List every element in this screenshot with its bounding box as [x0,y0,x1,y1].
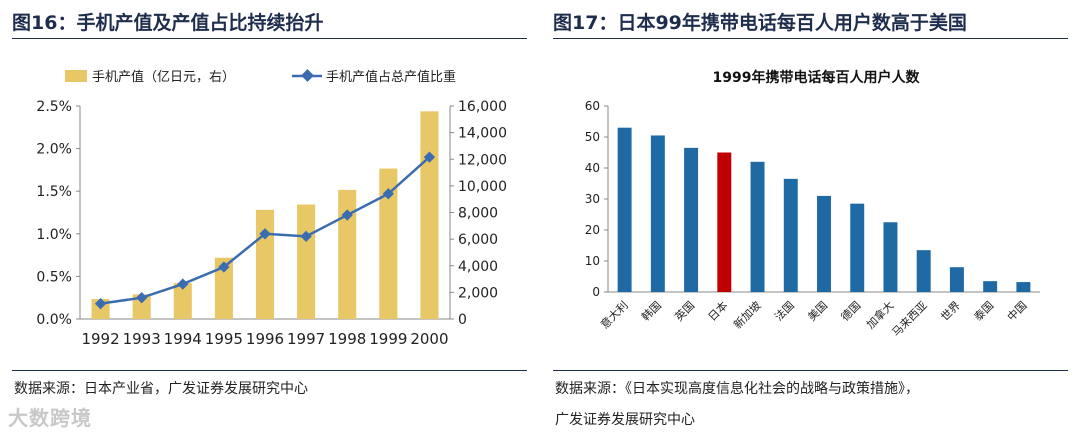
users-bar [750,161,765,292]
c2-x-label: 马来西亚 [890,299,930,339]
production-bar [338,189,357,319]
c2-x-label: 英国 [672,298,697,323]
c2-x-label: 法国 [771,298,796,323]
c2-x-label: 中国 [1005,299,1030,324]
x-tick-label: 1993 [123,330,161,348]
x-tick-label: 1995 [205,330,243,348]
c2-tick-label: 50 [585,130,600,144]
x-tick-label: 1994 [164,330,202,348]
right-tick-label: 2,000 [458,285,498,301]
left-tick-label: 1.0% [36,227,72,243]
chart2-title: 1999年携带电话每百人用户人数 [713,69,921,86]
c2-x-label: 世界 [938,299,963,324]
chart1-legend: 手机产值（亿日元，右） 手机产值占总产值比重 [65,69,456,85]
share-point [423,151,436,163]
right-tick-label: 6,000 [458,232,498,248]
right-tick-label: 0 [458,312,467,328]
users-bar [949,267,964,292]
left-tick-label: 1.5% [36,184,72,200]
c2-x-label: 泰国 [971,298,996,323]
x-tick-label: 1997 [287,330,325,348]
share-point [382,188,394,200]
c2-x-label: 美国 [805,299,830,324]
x-tick-label: 1996 [246,330,284,348]
users-bar [883,222,898,292]
share-point [218,261,230,273]
legend-line-marker [301,69,314,82]
c2-tick-label: 10 [585,254,600,268]
users-bar [916,250,931,292]
watermark-logo: 大数跨境 [8,406,92,430]
c2-x-label: 日本 [705,298,730,323]
right-tick-label: 10,000 [458,179,507,195]
x-tick-label: 2000 [410,330,448,348]
production-bar [420,111,439,319]
c2-tick-label: 30 [585,192,600,206]
legend-bar-swatch [65,70,87,82]
users-bar [650,135,665,292]
right-source-rule [553,370,1068,371]
users-bar [850,203,865,292]
right-panel-title: 图17：日本99年携带电话每百人用户数高于美国 [553,12,967,34]
c2-tick-label: 0 [592,285,600,299]
share-point [136,292,148,304]
left-panel-title: 图16：手机产值及产值占比持续抬升 [12,12,324,34]
left-source-rule [12,370,527,371]
left-tick-label: 0.0% [36,312,72,328]
left-source: 数据来源：日本产业省，广发证券发展研究中心 [14,381,308,397]
left-tick-label: 2.0% [36,142,72,158]
share-point [341,209,353,221]
right-tick-label: 4,000 [458,259,498,275]
production-chart: 手机产值（亿日元，右） 手机产值占总产值比重 0.0% 0.5% 1.0% 1.5% 2… [36,69,507,348]
users-bar [684,147,699,292]
share-point [177,278,189,290]
x-tick-label: 1998 [328,330,366,348]
right-source-line2: 广发证券发展研究中心 [555,412,695,428]
right-tick-label: 16,000 [458,99,507,115]
c2-tick-label: 20 [585,223,600,237]
c2-x-label: 新加坡 [730,298,763,331]
users-bar [617,127,632,292]
c2-tick-label: 40 [585,161,600,175]
x-tick-label: 1992 [81,330,119,348]
c2-x-label: 韩国 [639,298,664,323]
users-bar [817,195,831,292]
right-source-line1: 数据来源：《日本实现高度信息化社会的战略与政策措施》， [555,381,919,397]
x-tick-label: 1999 [369,330,407,348]
c2-x-label: 意大利 [598,298,631,331]
legend-line-label: 手机产值占总产值比重 [326,69,456,85]
production-bar [132,294,151,319]
users-bar [1016,282,1031,292]
users-bar [783,178,798,292]
users-bar [983,281,998,292]
production-bar [214,257,233,319]
left-tick-label: 0.5% [36,269,72,285]
right-tick-label: 14,000 [458,126,507,142]
users-bar [717,152,732,292]
legend-bar-label: 手机产值（亿日元，右） [92,69,235,85]
right-tick-label: 12,000 [458,152,507,168]
c2-tick-label: 60 [585,99,600,113]
left-tick-label: 2.5% [36,99,72,115]
c2-x-label: 德国 [838,298,863,323]
share-point [300,230,312,243]
production-bar [255,209,275,319]
c2-x-label: 加拿大 [863,298,896,331]
right-title-rule [553,38,1068,39]
mobile-users-chart: 1999年携带电话每百人用户人数 0 10 20 30 40 50 60 意大利 韩国 英国 日本新… [585,69,1040,339]
chart1-plot: 0.0% 0.5% 1.0% 1.5% 2.0% 2.5% 0 2,000 4,000 6,000… [36,99,507,348]
production-bar [297,204,316,319]
production-bar [173,283,192,319]
production-bar [379,168,398,319]
share-point [259,228,271,240]
right-tick-label: 8,000 [458,206,498,222]
left-title-rule [12,38,527,39]
